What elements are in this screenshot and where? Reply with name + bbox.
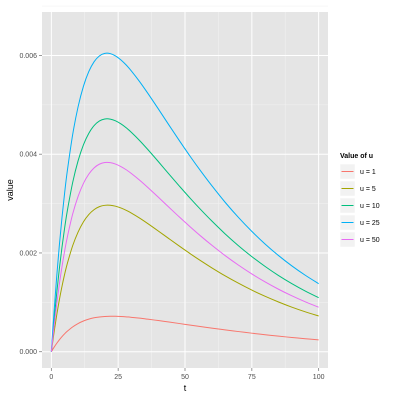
y-tick-label: 0.000 bbox=[19, 349, 37, 356]
x-tick-label: 25 bbox=[114, 374, 122, 381]
legend-label: u = 1 bbox=[360, 169, 376, 176]
y-axis-title: value bbox=[5, 179, 15, 201]
legend-label: u = 25 bbox=[360, 220, 380, 227]
series-lines bbox=[50, 52, 319, 352]
y-tick-label: 0.006 bbox=[19, 53, 37, 60]
series-line-5 bbox=[50, 161, 319, 352]
grid-major bbox=[42, 12, 328, 368]
legend: Value of u u = 1 u = 5 u = 10 u = 25 u = 50 bbox=[339, 153, 380, 248]
legend-label: u = 5 bbox=[360, 186, 376, 193]
legend-title: Value of u bbox=[340, 153, 373, 160]
series-line-4 bbox=[50, 52, 319, 352]
legend-label: u = 50 bbox=[360, 237, 380, 244]
y-tick-label: 0.002 bbox=[19, 250, 37, 257]
legend-items: u = 1 u = 5 u = 10 u = 25 u = 50 bbox=[339, 163, 380, 248]
y-tick-label: 0.004 bbox=[19, 152, 37, 159]
x-axis-title: t bbox=[184, 383, 187, 393]
x-tick-label: 50 bbox=[181, 374, 189, 381]
y-axis-ticks: 0.000 0.002 0.004 0.006 bbox=[19, 53, 42, 356]
series-line-1 bbox=[50, 315, 319, 352]
x-tick-label: 100 bbox=[313, 374, 325, 381]
legend-label: u = 10 bbox=[360, 203, 380, 210]
x-axis-ticks: 0 25 50 75 100 bbox=[49, 368, 325, 381]
series-line-3 bbox=[50, 118, 319, 352]
x-tick-label: 75 bbox=[248, 374, 256, 381]
x-tick-label: 0 bbox=[49, 374, 53, 381]
series-line-2 bbox=[50, 204, 319, 352]
